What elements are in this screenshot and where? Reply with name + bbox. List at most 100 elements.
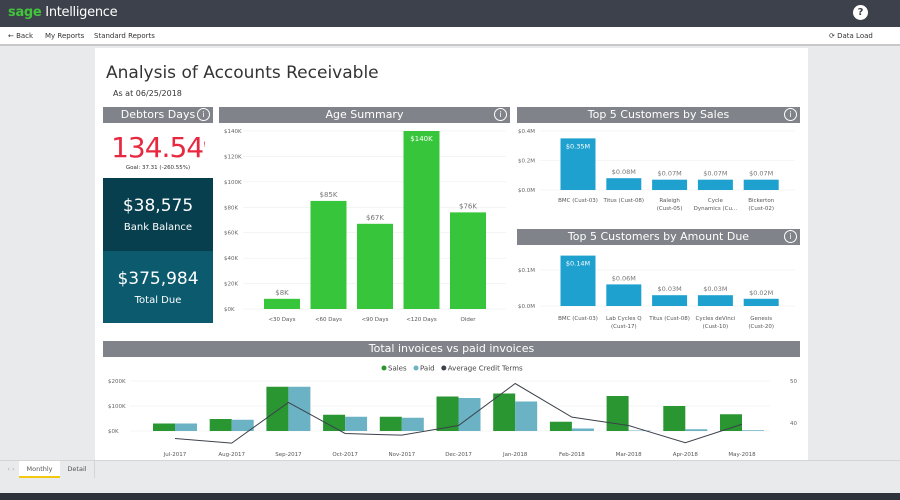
paid-bar <box>571 428 594 431</box>
y-tick-label: $0.1M <box>518 268 535 274</box>
x-tick-label: Oct-2017 <box>332 452 358 458</box>
paid-bar <box>345 416 368 431</box>
total-due-label: Total Due <box>134 295 182 306</box>
bar <box>697 179 733 190</box>
bar <box>652 295 688 306</box>
paid-bar <box>515 401 538 431</box>
top-sales-header: Top 5 Customers by Sales i <box>517 107 800 123</box>
y-tick-label: $0K <box>224 307 235 313</box>
category-label: Raleigh <box>659 198 680 204</box>
data-label: $8K <box>275 289 289 297</box>
legend-label: Average Credit Terms <box>448 365 523 373</box>
as-at-date: As at 06/25/2018 <box>113 89 182 98</box>
info-icon[interactable]: i <box>784 108 797 121</box>
x-tick-label: Feb-2018 <box>559 452 585 458</box>
bar <box>652 179 688 190</box>
y2-tick-label: 50 <box>790 379 797 385</box>
y-tick-label: $140K <box>224 129 242 135</box>
bank-balance-label: Bank Balance <box>123 222 193 233</box>
category-label: <90 Days <box>361 317 388 323</box>
x-tick-label: Nov-2017 <box>389 452 416 458</box>
x-tick-label: Dec-2017 <box>445 452 472 458</box>
nav-bar: ← Back My Reports Standard Reports ⟳ Dat… <box>0 27 900 46</box>
data-label: $0.07M <box>749 170 773 178</box>
total-due-value: $375,984 <box>117 269 199 289</box>
bar <box>560 138 596 190</box>
bar <box>606 284 642 306</box>
data-label: $0.14M <box>566 260 590 268</box>
data-label: $0.35M <box>566 142 590 150</box>
legend-marker <box>441 365 447 371</box>
x-tick-label: Jul-2017 <box>163 452 187 458</box>
data-label: $0.07M <box>657 170 681 178</box>
total-due-card: $375,984 Total Due <box>103 251 213 323</box>
category-label: Bickerton <box>748 198 774 204</box>
sales-bar <box>209 419 232 431</box>
category-label: (Cust-05) <box>657 206 683 212</box>
category-label: Titus (Cust-08) <box>648 316 690 322</box>
data-label: $67K <box>366 214 384 222</box>
status-bar <box>0 493 900 500</box>
category-label: Lab Cycles Q <box>606 316 642 322</box>
y-tick-label: $0K <box>108 429 119 435</box>
age-summary-header: Age Summary i <box>219 107 510 123</box>
bank-balance-card: $38,575 Bank Balance <box>103 178 213 251</box>
x-tick-label: Mar-2018 <box>616 452 643 458</box>
y-tick-label: $0.0M <box>518 188 535 194</box>
my-reports-link[interactable]: My Reports <box>45 32 85 40</box>
legend-marker <box>413 365 419 371</box>
y-tick-label: $120K <box>224 154 242 160</box>
legend-marker <box>381 365 387 371</box>
x-tick-label: Aug-2017 <box>218 452 245 458</box>
back-link[interactable]: ← Back <box>8 32 34 40</box>
category-label: Genesis <box>750 316 772 322</box>
debtors-days-header: Debtors Days i <box>103 107 213 123</box>
y-tick-label: $0.4M <box>518 129 535 135</box>
data-label: $0.02M <box>749 289 773 297</box>
sales-bar <box>379 416 402 431</box>
data-label: $0.03M <box>657 285 681 293</box>
sales-bar <box>549 421 572 431</box>
top-due-header: Top 5 Customers by Amount Due i <box>517 229 800 245</box>
sales-bar <box>663 406 686 431</box>
top-bar: sage Intelligence ? <box>0 0 900 27</box>
y2-tick-label: 40 <box>790 421 797 427</box>
info-icon[interactable]: i <box>784 230 797 243</box>
category-label: <120 Days <box>406 317 437 323</box>
sales-bar <box>436 396 459 431</box>
help-button[interactable]: ? <box>853 5 868 20</box>
y-tick-label: $0.0M <box>518 304 535 310</box>
y-tick-label: $20K <box>224 282 238 288</box>
page-tabs: ‹ › Monthly Detail <box>0 460 900 478</box>
sales-bar <box>606 396 629 431</box>
x-tick-label: Sep-2017 <box>275 452 302 458</box>
y-tick-label: $0.2M <box>518 159 535 165</box>
bar <box>743 179 779 190</box>
tab-detail[interactable]: Detail <box>60 461 95 478</box>
sage-logo: sage Intelligence <box>8 5 118 20</box>
y-tick-label: $200K <box>108 379 126 385</box>
info-icon[interactable]: i <box>197 108 210 121</box>
data-load-button[interactable]: ⟳ Data Load <box>829 32 873 40</box>
paid-bar <box>401 417 424 431</box>
data-label: $140K <box>410 135 433 143</box>
bar <box>697 295 733 306</box>
paid-bar <box>175 423 197 431</box>
y-tick-label: $60K <box>224 231 238 237</box>
y-tick-label: $100K <box>108 404 126 410</box>
refresh-icon: ⟳ <box>829 32 835 40</box>
tab-monthly[interactable]: Monthly <box>19 461 60 478</box>
y-tick-label: $100K <box>224 180 242 186</box>
sales-bar <box>720 414 742 431</box>
info-icon[interactable]: i <box>494 108 507 121</box>
category-label: (Cust-17) <box>611 324 637 330</box>
invoices-header: Total invoices vs paid invoices <box>103 341 800 357</box>
page-title: Analysis of Accounts Receivable <box>106 63 379 83</box>
paid-bar <box>628 430 651 431</box>
data-label: $0.07M <box>703 170 727 178</box>
x-tick-label: Apr-2018 <box>673 452 699 458</box>
tab-scroll-arrows[interactable]: ‹ › <box>7 465 15 473</box>
data-label: $76K <box>459 202 477 210</box>
standard-reports-link[interactable]: Standard Reports <box>94 32 155 40</box>
